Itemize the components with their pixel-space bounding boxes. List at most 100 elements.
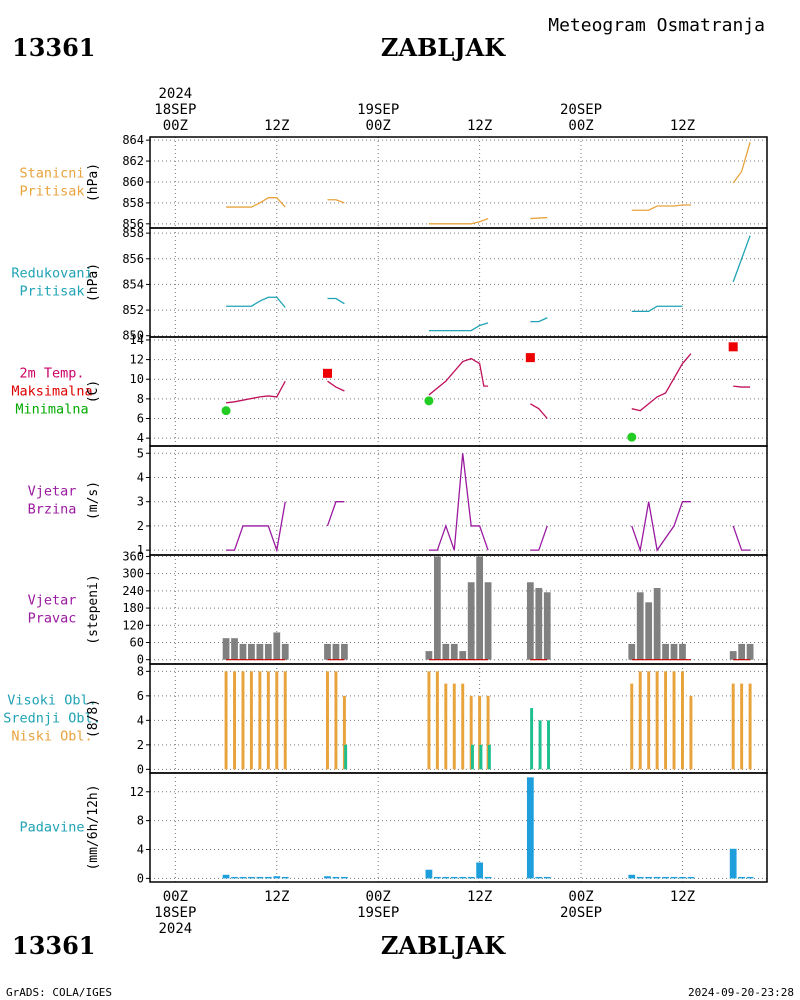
time-label-line: 12Z <box>264 889 289 905</box>
bar <box>332 876 340 879</box>
time-label-line: 2024 <box>158 921 192 937</box>
cloud-bar <box>689 695 693 770</box>
panel-label: Minimalna <box>15 402 88 418</box>
unit-label: (mm/6h/12h) <box>86 784 101 870</box>
panel-label: Pritisak <box>19 284 84 300</box>
time-label-line: 00Z <box>163 889 188 905</box>
unit-label: (hPa) <box>86 263 101 302</box>
unit-label: (hPa) <box>86 163 101 202</box>
meteogram-title: Meteogram Osmatranja <box>548 15 765 36</box>
time-label-b5: 12Z <box>670 889 695 905</box>
series-line <box>225 380 286 404</box>
cloud-bar <box>461 683 465 770</box>
bar <box>231 876 238 879</box>
cloud-bar <box>647 671 651 770</box>
y-tick-label: 4 <box>137 843 144 857</box>
bar <box>341 876 348 879</box>
y-tick-label: 10 <box>130 372 144 386</box>
bar <box>738 643 746 660</box>
series-line <box>428 357 489 396</box>
y-tick-label: 0 <box>137 653 144 667</box>
series-line <box>732 235 751 283</box>
bar <box>670 876 678 879</box>
cloud-bar <box>630 683 634 770</box>
y-tick-label: 858 <box>122 196 144 210</box>
bar <box>248 876 255 879</box>
y-tick-label: 858 <box>122 226 144 240</box>
y-tick-label: 300 <box>122 567 144 581</box>
series-line <box>631 353 692 412</box>
time-label-b1: 12Z <box>264 889 289 905</box>
cloud-bar <box>470 744 474 770</box>
y-tick-label: 6 <box>137 412 144 426</box>
bar <box>679 876 686 879</box>
bar <box>476 556 484 660</box>
bar <box>231 638 238 660</box>
time-label-line: 20SEP <box>560 905 602 921</box>
time-label-line: 12Z <box>467 118 492 134</box>
time-label-line: 12Z <box>670 889 695 905</box>
cloud-bar <box>638 671 642 770</box>
series-line <box>631 501 691 553</box>
max-temp-marker <box>728 342 738 352</box>
panel-content <box>221 342 751 442</box>
station-id-top: 13361 <box>12 33 96 62</box>
cloud-bar <box>469 695 473 770</box>
cloud-bar <box>258 671 262 770</box>
panel-p1: 856 858 860 862 864 Stanicni Pritisak (hPa) <box>19 133 768 231</box>
y-tick-label: 5 <box>137 446 144 460</box>
bar <box>476 862 484 879</box>
panel-label: Padavine <box>19 820 84 836</box>
cloud-bar <box>487 744 491 770</box>
series-line <box>327 380 345 392</box>
bar <box>738 876 746 879</box>
bar <box>526 582 534 660</box>
y-tick-label: 8 <box>137 814 144 828</box>
time-label-line: 00Z <box>366 889 391 905</box>
bar <box>746 876 754 879</box>
bar <box>467 876 475 879</box>
series-line <box>631 204 691 211</box>
y-tick-label: 14 <box>130 333 144 347</box>
y-tick-label: 2 <box>137 519 144 533</box>
y-tick-label: 8 <box>137 392 144 406</box>
bar <box>729 651 737 660</box>
series-line <box>428 453 489 551</box>
panel-frame <box>149 136 768 229</box>
bar <box>679 643 686 660</box>
y-tick-label: 8 <box>137 664 144 678</box>
cloud-bar <box>655 671 659 770</box>
series-line <box>530 525 548 551</box>
panel-p5: 0 60 120 180 240 300 360 Vjetar Pravac (stepeni) <box>28 549 768 667</box>
bar <box>535 587 543 660</box>
bar <box>670 643 678 660</box>
bar <box>687 876 695 879</box>
time-label-line: 19SEP <box>357 102 399 118</box>
time-label-line: 2024 <box>158 86 192 102</box>
bar <box>222 874 230 879</box>
cloud-bar <box>275 671 279 770</box>
series-line <box>733 385 751 388</box>
time-label-line: 18SEP <box>154 102 196 118</box>
y-tick-label: 12 <box>130 353 144 367</box>
cloud-bar <box>478 695 482 770</box>
bar <box>459 876 467 879</box>
bar <box>628 643 636 660</box>
panel-p6: 0 2 4 6 8 Visoki Obl. Srednji Obl. Niski Obl.(8… <box>3 663 768 776</box>
series-line <box>428 217 489 225</box>
y-tick-label: 2 <box>137 738 144 752</box>
series-line <box>326 501 345 527</box>
series-line <box>631 305 683 313</box>
bar <box>636 876 644 879</box>
panel-content <box>224 671 752 770</box>
time-label-line: 12Z <box>264 118 289 134</box>
series-line <box>226 197 286 208</box>
bar <box>535 876 543 879</box>
bar <box>248 643 255 660</box>
cloud-bar <box>435 671 439 770</box>
